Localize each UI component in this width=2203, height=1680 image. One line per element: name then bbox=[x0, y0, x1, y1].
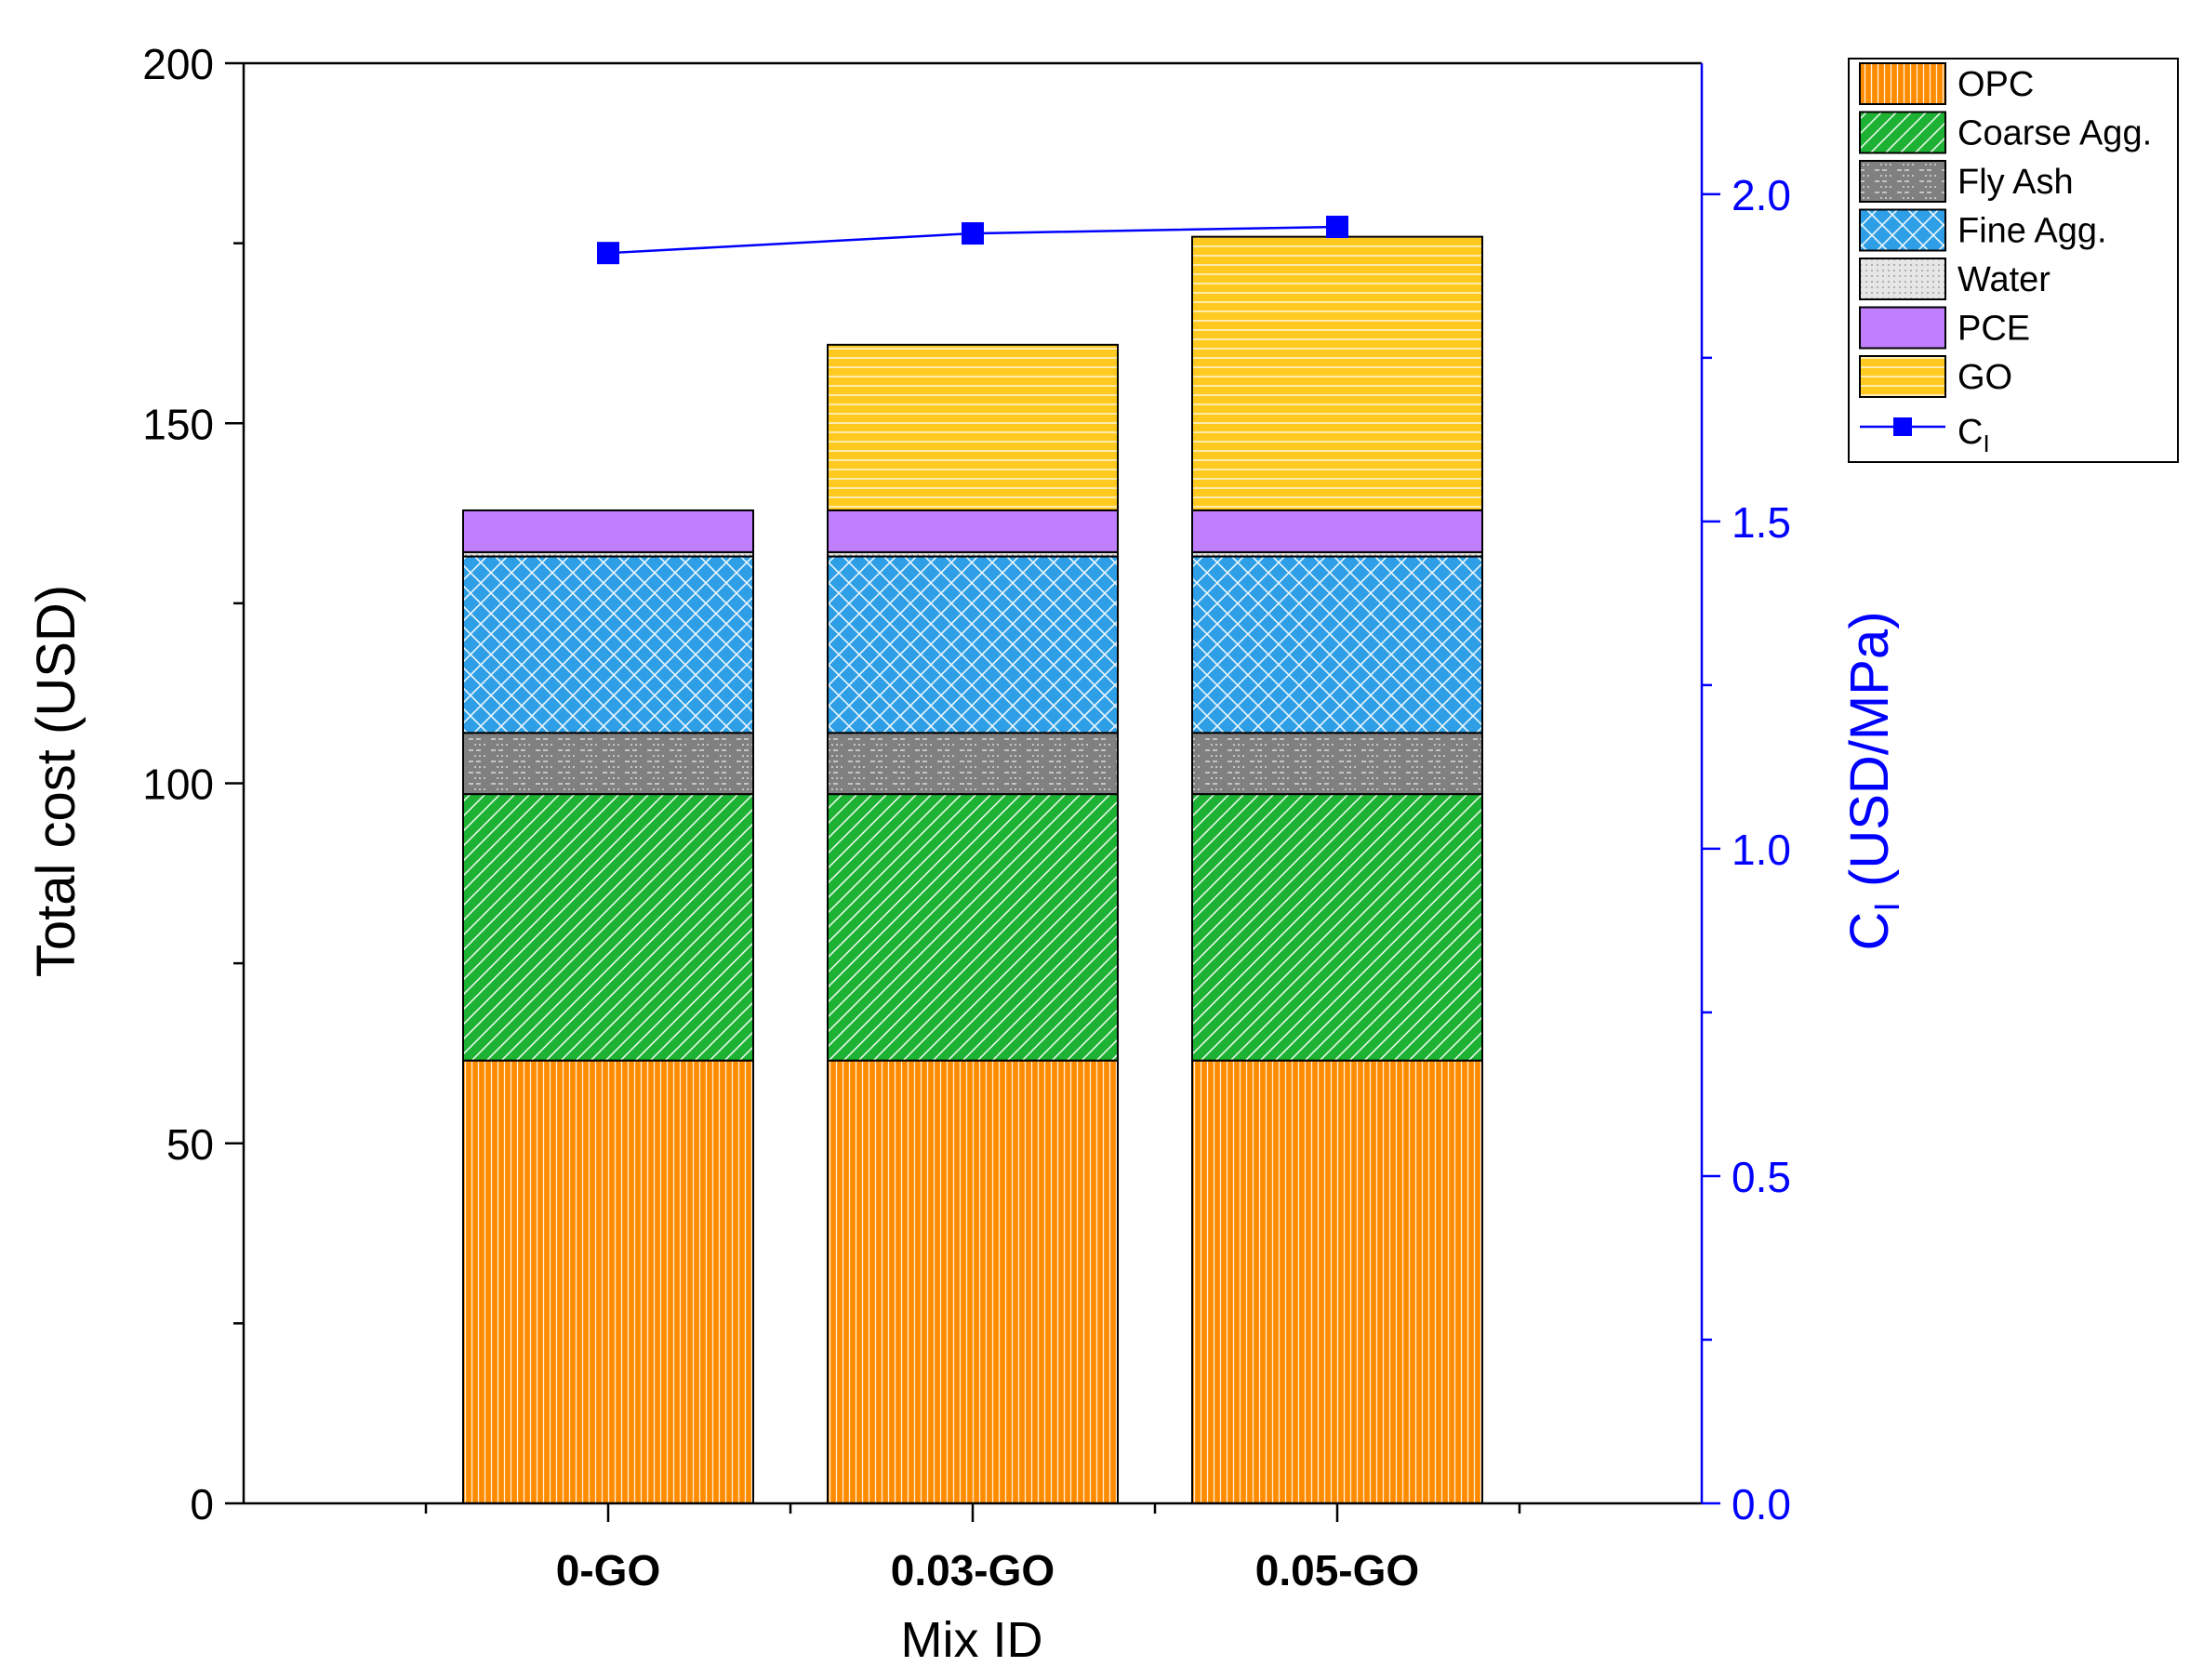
bar-coarse-agg-0-go-hatch bbox=[463, 794, 753, 1061]
x-tick-label-003-go: 0.03-GO bbox=[891, 1546, 1055, 1594]
bar-coarse-agg-003-go-hatch bbox=[828, 794, 1118, 1061]
x-axis-title: Mix ID bbox=[901, 1612, 1043, 1668]
bar-pce-005-go bbox=[1192, 509, 1482, 552]
legend-label-opc: OPC bbox=[1957, 65, 2034, 104]
bar-go-003-go-outline bbox=[827, 343, 1119, 511]
y-axis-title: Total cost (USD) bbox=[26, 585, 86, 977]
bar-pce-0-go-outline bbox=[462, 509, 754, 553]
legend-swatch-outline-opc bbox=[1859, 62, 1946, 105]
legend-swatch-outline-coarse-agg bbox=[1859, 111, 1946, 154]
bar-fine-agg-0-go-hatch bbox=[463, 556, 753, 734]
legend-label-ci: CI bbox=[1957, 413, 1990, 457]
ci-line-layer bbox=[597, 216, 1348, 265]
bar-fly-ash-005-go-hatch bbox=[1192, 733, 1482, 795]
legend-label-water: Water bbox=[1957, 260, 2050, 299]
bar-fine-agg-003-go-hatch bbox=[828, 556, 1118, 734]
y-tick-label-200: 200 bbox=[142, 40, 214, 88]
bar-go-003-go-hatch bbox=[828, 344, 1118, 510]
bar-water-003-go-hatch bbox=[828, 551, 1118, 557]
y2-tick-label-1.0: 1.0 bbox=[1732, 826, 1791, 874]
y-tick-label-0: 0 bbox=[190, 1480, 214, 1528]
y-tick-label-150: 150 bbox=[142, 400, 214, 448]
legend-swatch-outline-pce bbox=[1859, 306, 1946, 350]
ci-point-0-go bbox=[597, 242, 619, 265]
legend-swatch-hatch-water bbox=[1860, 258, 1945, 299]
bar-opc-003-go-hatch bbox=[828, 1060, 1118, 1503]
legend-swatch-pce bbox=[1860, 307, 1945, 349]
x-tick-label-005-go: 0.05-GO bbox=[1255, 1546, 1419, 1594]
legend-label-fly-ash: Fly Ash bbox=[1957, 163, 2074, 202]
legend-swatch-outline-water bbox=[1859, 258, 1946, 300]
ci-point-005-go bbox=[1326, 216, 1348, 239]
legend-swatch-outline-fine-agg bbox=[1859, 208, 1946, 252]
legend-label-coarse-agg: Coarse Agg. bbox=[1957, 114, 2152, 153]
bar-pce-003-go bbox=[828, 509, 1118, 552]
legend: OPC Coarse Agg. Fly Ash Fine Agg. Water PCE GO… bbox=[1848, 58, 2179, 463]
bar-fly-ash-0-go-hatch bbox=[463, 733, 753, 795]
y2-axis-title-sub: I bbox=[1868, 902, 1907, 912]
legend-swatch-hatch-fine-agg bbox=[1860, 209, 1945, 251]
legend-swatch-outline-fly-ash bbox=[1859, 160, 1946, 203]
y2-tick-label-2.0: 2.0 bbox=[1732, 171, 1791, 219]
x-tick-label-0-go: 0-GO bbox=[556, 1546, 660, 1594]
y2-axis-title-main: C bbox=[1839, 912, 1900, 951]
bar-go-005-go-hatch bbox=[1192, 236, 1482, 510]
legend-swatch-hatch-fly-ash bbox=[1860, 161, 1945, 202]
bar-water-0-go-hatch bbox=[463, 551, 753, 557]
y2-tick-label-0.0: 0.0 bbox=[1732, 1480, 1791, 1528]
ci-point-003-go bbox=[962, 222, 984, 245]
legend-label-ci-main: C bbox=[1957, 413, 1983, 452]
y2-tick-label-0.5: 0.5 bbox=[1732, 1153, 1791, 1201]
y-tick-label-100: 100 bbox=[142, 761, 214, 809]
legend-line-marker bbox=[1893, 417, 1912, 436]
legend-label-pce: PCE bbox=[1957, 310, 2030, 349]
legend-swatch-hatch-go bbox=[1860, 356, 1945, 397]
axes-layer: 0 50 100 150 200 0.0 0.5 1.0 1.5 2.0 0-GO 0.03-GO 0.… bbox=[142, 40, 1791, 1594]
legend-swatch-hatch-coarse-agg bbox=[1860, 112, 1945, 153]
legend-swatch-outline-go bbox=[1859, 355, 1946, 398]
bar-fly-ash-003-go-hatch bbox=[828, 733, 1118, 795]
bar-opc-005-go-hatch bbox=[1192, 1060, 1482, 1503]
bar-water-005-go-hatch bbox=[1192, 551, 1482, 557]
bar-fine-agg-005-go-hatch bbox=[1192, 556, 1482, 734]
bar-opc-0-go-hatch bbox=[463, 1060, 753, 1503]
legend-label-ci-sub: I bbox=[1983, 430, 1989, 457]
bars-layer bbox=[462, 235, 1483, 1504]
legend-items: OPC Coarse Agg. Fly Ash Fine Agg. Water PCE GO bbox=[1859, 62, 2152, 398]
legend-swatch-hatch-opc bbox=[1860, 63, 1945, 104]
legend-label-fine-agg: Fine Agg. bbox=[1957, 212, 2107, 251]
y2-tick-label-1.5: 1.5 bbox=[1732, 498, 1791, 547]
bar-coarse-agg-005-go-hatch bbox=[1192, 794, 1482, 1061]
y2-axis-title: CI (USD/MPa) bbox=[1839, 611, 1907, 950]
y2-axis-title-rest: (USD/MPa) bbox=[1839, 611, 1900, 902]
y-tick-label-50: 50 bbox=[166, 1120, 214, 1169]
bar-pce-0-go bbox=[463, 509, 753, 552]
legend-label-go: GO bbox=[1957, 358, 2012, 397]
